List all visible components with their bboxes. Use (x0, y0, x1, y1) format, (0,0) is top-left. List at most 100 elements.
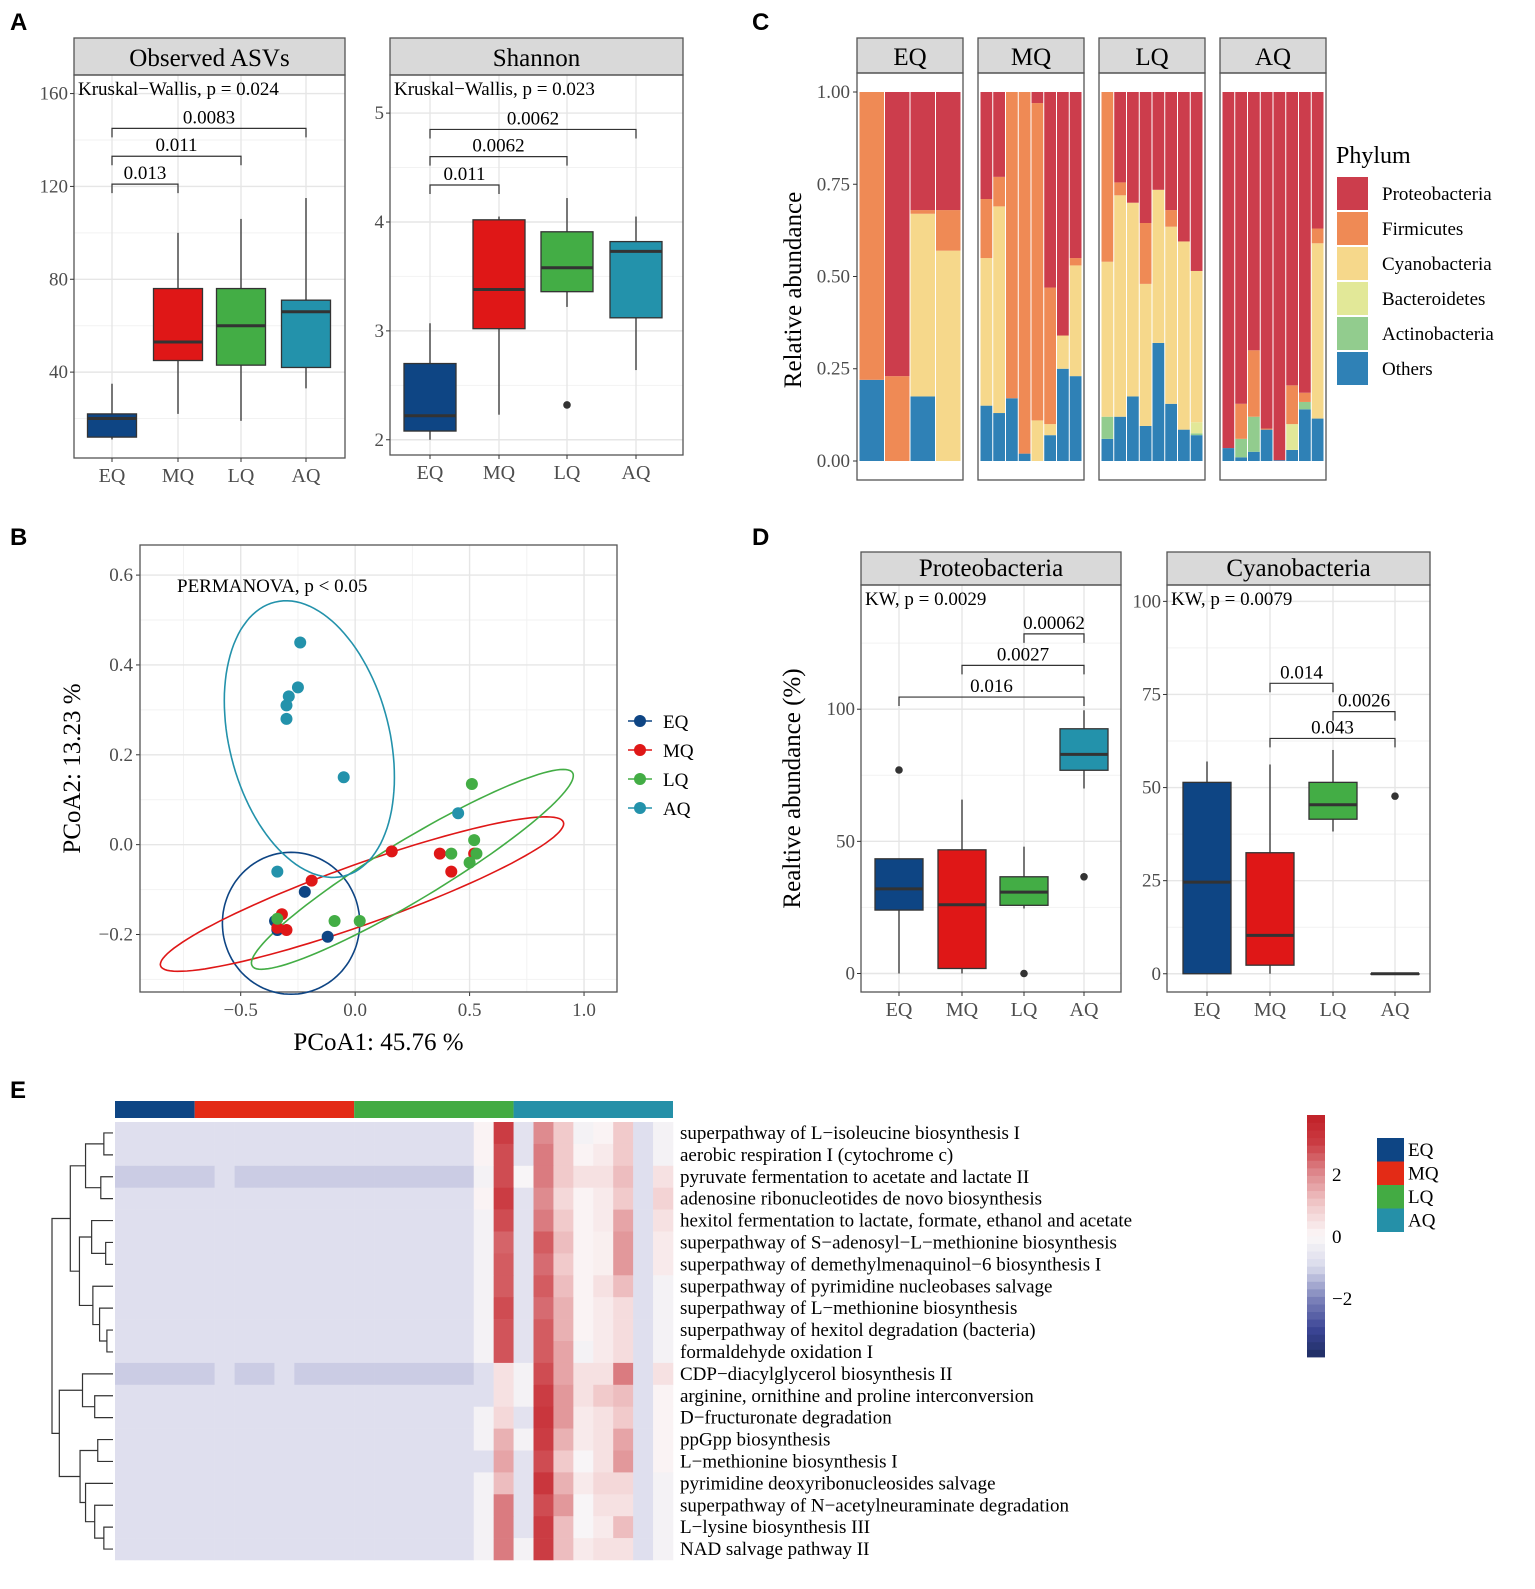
heatmap-cell (234, 1341, 255, 1364)
heatmap-cell (274, 1187, 295, 1210)
heatmap-cell (134, 1472, 156, 1495)
heatmap-row-label: adenosine ribonucleotides de novo biosyn… (680, 1189, 1042, 1210)
bar-segment-others (1178, 429, 1190, 461)
heatmap-cell (613, 1231, 634, 1254)
box-iqr (280, 299, 332, 369)
heatmap-cell (493, 1450, 514, 1473)
heatmap-cell (194, 1538, 215, 1561)
sample-point-aq (271, 865, 284, 878)
heatmap-cell (573, 1494, 594, 1517)
heatmap-cell (334, 1143, 355, 1167)
comparison-bracket (111, 183, 179, 194)
legend-label: Others (1382, 359, 1433, 380)
heatmap-cell (394, 1472, 415, 1495)
heatmap-cell (513, 1538, 534, 1561)
heatmap-cell (115, 1406, 136, 1429)
bar-segment-others (1152, 342, 1165, 461)
heatmap-cell (433, 1516, 455, 1539)
colorbar-segment (1307, 1152, 1325, 1161)
heatmap-row-label: L−lysine biosynthesis III (680, 1517, 870, 1538)
heatmap-cell (194, 1231, 215, 1254)
heatmap-cell (294, 1406, 315, 1429)
bar-segment-others (1248, 451, 1260, 461)
y-tick-label: −0.2 (99, 924, 133, 945)
heatmap-cell (394, 1341, 415, 1364)
heatmap-cell (453, 1341, 475, 1364)
heatmap-cell (214, 1275, 235, 1298)
bar-segment-firmicutes (1069, 258, 1082, 266)
heatmap-cell (573, 1406, 594, 1429)
panel-label-b: B (10, 524, 27, 551)
y-tick-label: 40 (49, 362, 68, 383)
bar-segment-cyanobacteria (1114, 195, 1126, 417)
sample-point-mq (433, 847, 446, 860)
comparison-bracket (1023, 633, 1085, 643)
heatmap-cell (294, 1231, 315, 1254)
bar-segment-proteobacteria (1069, 92, 1082, 259)
bar-segment-actinobacteria (1190, 433, 1203, 436)
colorbar-segment (1307, 1115, 1325, 1123)
heatmap-row-label: superpathway of pyrimidine nucleobases s… (680, 1276, 1053, 1297)
heatmap-cell (513, 1165, 534, 1188)
heatmap-cell (533, 1538, 554, 1561)
heatmap-cell (334, 1516, 355, 1539)
heatmap-cell (234, 1406, 255, 1429)
heatmap-cell (154, 1275, 176, 1298)
heatmap-cell (234, 1450, 255, 1473)
legend-item-bacteroidetes: Bacteroidetes (1337, 282, 1485, 315)
heatmap-cell (593, 1187, 614, 1210)
heatmap-cell (254, 1406, 275, 1429)
colorbar-segment (1307, 1288, 1325, 1297)
heatmap-cell (194, 1319, 215, 1342)
x-tick-label: EQ (886, 999, 913, 1021)
heatmap-cell (653, 1428, 674, 1451)
heatmap-cell (613, 1428, 634, 1451)
comparison-bracket (429, 156, 568, 166)
heatmap-cell (174, 1165, 196, 1188)
heatmap-cell (174, 1122, 196, 1145)
bar-segment-firmicutes (1006, 92, 1018, 399)
comparison-p-value: 0.0083 (183, 107, 235, 128)
comparison-p-value: 0.0062 (507, 108, 559, 129)
heatmap-cell (115, 1472, 136, 1495)
bar-segment-proteobacteria (1057, 92, 1069, 336)
facet-title: EQ (893, 44, 926, 71)
heatmap-cell (613, 1297, 634, 1320)
heatmap-row-label: hexitol fermentation to lactate, formate… (680, 1211, 1132, 1232)
heatmap-row-label: pyruvate fermentation to acetate and lac… (680, 1167, 1029, 1188)
sample-point-mq (305, 874, 318, 887)
group-legend-swatch (1377, 1161, 1404, 1185)
bar-segment-firmicutes (910, 210, 935, 214)
heatmap-cell (433, 1275, 455, 1298)
heatmap-cell (174, 1275, 196, 1298)
bar-segment-cyanobacteria (1101, 261, 1114, 417)
heatmap-cell (613, 1362, 634, 1386)
heatmap-cell (174, 1143, 196, 1167)
box-aq (609, 216, 663, 371)
heatmap-cell (254, 1538, 275, 1561)
bar-segment-others (1069, 376, 1082, 461)
heatmap-cell (493, 1165, 514, 1188)
heatmap-cell (194, 1209, 215, 1232)
comparison-bracket (1269, 682, 1334, 693)
heatmap-cell (633, 1165, 654, 1188)
heatmap-cell (553, 1406, 574, 1429)
heatmap-cell (294, 1450, 315, 1473)
box-iqr (937, 849, 987, 970)
heatmap-cell (154, 1143, 176, 1167)
heatmap-cell (573, 1143, 594, 1167)
heatmap-cell (334, 1122, 355, 1145)
heatmap-cell (394, 1231, 415, 1254)
box-iqr (1059, 728, 1109, 771)
heatmap-cell (294, 1538, 315, 1561)
heatmap-cell (533, 1362, 554, 1386)
bar-segment-proteobacteria (980, 92, 993, 200)
sample-point-lq (328, 915, 341, 928)
heatmap-cell (653, 1319, 674, 1342)
pathway-heatmap: superpathway of L−isoleucine biosynthesi… (51, 1101, 1439, 1561)
heatmap-cell (633, 1209, 654, 1232)
bar-segment-firmicutes (859, 92, 884, 380)
heatmap-cell (154, 1341, 176, 1364)
heatmap-cell (234, 1165, 255, 1188)
heatmap-cell (374, 1165, 395, 1188)
